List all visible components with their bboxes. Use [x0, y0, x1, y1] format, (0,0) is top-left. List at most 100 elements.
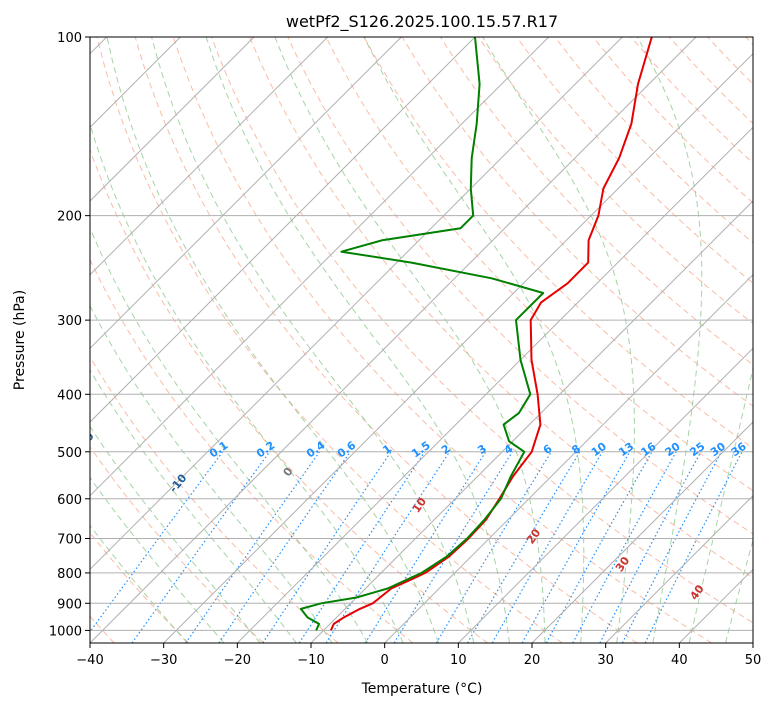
isotherm-line: [752, 642, 753, 643]
x-tick-label: 40: [671, 653, 688, 668]
dry-adiabat-line: [90, 148, 488, 643]
moist-adiabat-label: 20: [524, 526, 544, 546]
moist-adiabat-line: [106, 37, 439, 643]
moist-adiabat-label: 30: [613, 554, 633, 574]
dry-adiabat-line: [211, 37, 753, 624]
y-tick-label: 200: [57, 210, 82, 225]
mixing-ratio-label: 25: [687, 440, 707, 459]
y-tick-label: 800: [57, 567, 82, 582]
isotherm-line: [605, 494, 753, 643]
dewpoint-line: [299, 37, 545, 631]
x-tick-label: 10: [450, 653, 467, 668]
mixing-ratio-label: 30: [708, 440, 728, 460]
mixing-ratio-label: 8: [569, 442, 583, 457]
line-labels: 0.10.20.40.611.52346810131620253036-100-…: [0, 383, 749, 603]
mixing-ratio-line: [218, 451, 351, 643]
moist-adiabat-label: 0: [281, 465, 296, 479]
mixing-ratio-line: [435, 451, 552, 643]
moist-adiabat-label: 40: [687, 582, 707, 602]
moist-adiabat-line: [725, 538, 753, 643]
mixing-ratio-label: 0.6: [335, 438, 359, 460]
dry-adiabat-line: [249, 37, 753, 579]
y-tick-label: 700: [57, 533, 82, 548]
x-tick-label: −40: [76, 653, 103, 668]
isotherm-line: [236, 126, 753, 643]
moist-adiabats: [90, 37, 753, 643]
mixing-ratio-line: [185, 451, 321, 643]
dry-adiabat-line: [439, 37, 753, 366]
mixing-ratio-label: 3: [475, 442, 489, 457]
isotherm-line: [163, 52, 753, 643]
moist-adiabat-line: [90, 304, 333, 643]
x-axis-ticks: −40 −30 −20 −10 0 10 20 30 40 50: [76, 643, 761, 668]
dry-adiabat-line: [134, 37, 638, 643]
dry-adiabat-line: [669, 37, 753, 125]
mixing-ratio-line: [466, 451, 581, 643]
mixing-ratio-label: 0.1: [207, 439, 230, 461]
y-axis-ticks: 1000 900 800 700 600 500 400 300 200 100: [49, 31, 90, 639]
moist-adiabat-line: [363, 37, 585, 643]
plot-area: 0.10.20.40.611.52346810131620253036-100-…: [0, 37, 753, 643]
x-axis-label: Temperature (°C): [361, 681, 483, 697]
dry-adiabat-label: -20: [74, 430, 97, 454]
isotherm-line: [310, 200, 753, 643]
profile-series: [299, 37, 653, 631]
mixing-ratio-line: [325, 451, 451, 643]
dry-adiabat-line: [325, 37, 753, 492]
dry-adiabat-label: -30: [0, 383, 10, 407]
dry-adiabat-line: [90, 355, 339, 643]
moist-adiabat-line: [90, 476, 225, 643]
mixing-ratio-label: 0.2: [254, 439, 277, 461]
dry-adiabat-line: [554, 37, 753, 244]
mixing-ratio-label: 13: [616, 440, 636, 459]
isotherm-line: [90, 37, 476, 423]
moist-adiabat-label: 10: [410, 495, 430, 515]
dry-adiabat-line: [172, 37, 712, 643]
isotherm-line: [384, 273, 753, 643]
y-tick-label: 300: [57, 314, 82, 329]
isotherm-line: [457, 347, 753, 643]
mixing-ratio-label: 20: [663, 440, 683, 460]
mixing-ratio-line: [298, 451, 426, 643]
y-axis-label: Pressure (hPa): [12, 290, 28, 390]
mixing-ratio-label: 1: [380, 442, 394, 457]
mixing-ratio-line: [262, 451, 392, 643]
isotherms: [90, 37, 753, 643]
mixing-ratio-line: [131, 451, 271, 643]
x-tick-label: −10: [297, 653, 324, 668]
x-tick-label: 50: [745, 653, 762, 668]
mixing-ratio-label: 0.4: [304, 438, 328, 460]
chart-title: wetPf2_S126.2025.100.15.57.R17: [286, 12, 558, 32]
dry-adiabat-line: [516, 37, 753, 284]
dry-adiabat-line: [96, 37, 563, 643]
dry-adiabat-line: [707, 37, 753, 85]
mixing-ratio-line: [599, 451, 702, 643]
mixing-ratio-label: 6: [541, 442, 555, 457]
dry-adiabat-line: [90, 258, 414, 643]
mixing-ratio-line: [521, 451, 631, 643]
isotherm-line: [90, 37, 329, 276]
mixing-ratio-lines: [90, 451, 743, 643]
moist-adiabat-line: [482, 37, 635, 643]
dry-adiabat-line: [90, 445, 264, 643]
mixing-ratio-line: [644, 451, 743, 643]
y-tick-label: 100: [57, 31, 82, 46]
mixing-ratio-line: [572, 451, 677, 643]
temperature-line: [329, 37, 653, 631]
isobars: [90, 37, 753, 631]
moist-adiabat-line: [90, 425, 261, 643]
moist-adiabat-line: [688, 365, 753, 643]
plot-frame: [89, 36, 754, 644]
moist-adiabat-line: [90, 226, 369, 643]
mixing-ratio-line: [545, 451, 653, 643]
isotherm-line: [678, 568, 753, 643]
moist-adiabat-line: [151, 37, 475, 643]
y-tick-label: 600: [57, 493, 82, 508]
isotherm-line: [531, 421, 753, 643]
mixing-ratio-label: 1.5: [409, 439, 432, 461]
isotherm-line: [90, 37, 623, 571]
moist-adiabat-line: [90, 524, 188, 643]
x-tick-label: 20: [524, 653, 541, 668]
x-tick-label: −20: [224, 653, 251, 668]
